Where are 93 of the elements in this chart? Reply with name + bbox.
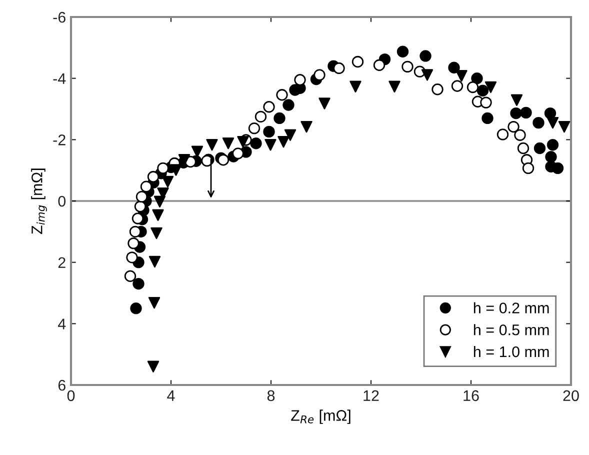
point [510,107,522,120]
point [126,252,138,264]
point [373,59,386,71]
point [206,139,218,151]
point [466,81,479,94]
point [147,170,160,183]
point [545,150,557,163]
point [217,154,230,166]
point [148,256,161,268]
point [274,112,286,124]
point [264,139,276,151]
legend-label: h = 0.2 mm [474,302,549,314]
point [124,270,136,282]
point [520,106,532,119]
x-tick-label: 16 [464,390,479,402]
point [352,56,364,68]
point [534,142,546,154]
point [254,110,267,123]
point [388,80,400,92]
point [333,62,345,74]
point [517,142,530,154]
point [132,212,144,224]
point [482,112,494,124]
point [510,94,523,106]
y-tick-label: 0 [58,196,66,207]
point [532,116,544,129]
point [522,162,534,174]
point [314,69,326,81]
point [147,360,160,372]
point [514,129,526,141]
point [552,162,564,174]
x-tick-label: 4 [167,390,175,401]
point [484,81,497,94]
y-tick-label: -6 [53,12,66,23]
y-tick-label: -2 [53,134,66,146]
x-axis-title: Z$_{Re}$ [mΩ] [291,410,350,424]
point [282,99,294,111]
point [480,96,492,108]
point [276,89,288,101]
point [546,139,559,151]
point [237,136,249,148]
point [263,101,275,113]
point [318,98,330,110]
y-tick-label: -4 [53,73,66,84]
point [150,227,162,240]
point [263,126,275,138]
point [508,120,520,133]
point [456,70,468,82]
point [154,196,166,208]
point [136,190,148,203]
point [396,46,409,58]
point [222,138,234,150]
point [421,69,434,81]
point [402,60,414,73]
point [448,62,460,74]
point [152,209,164,221]
point [496,128,509,140]
x-tick-label: 20 [563,390,579,402]
point [130,302,142,314]
point [558,120,570,133]
point [157,162,169,174]
point [191,146,204,158]
y-axis-title: Z$_{img}$ [mΩ] [31,168,47,234]
point [250,138,262,150]
x-tick-label: 8 [267,390,275,402]
point [148,296,160,309]
point [232,148,244,160]
legend-label: h = 0.5 mm [474,324,549,336]
point [546,116,559,129]
point [350,80,362,92]
point [128,237,140,250]
y-tick-label: 2 [58,257,66,268]
point [284,129,296,141]
point [476,84,489,96]
y-tick-label: 6 [58,380,66,391]
point [132,278,144,290]
y-tick-label: 4 [58,318,66,330]
point [129,226,142,238]
point [432,84,444,96]
point [420,50,432,62]
point [471,72,483,84]
point [300,120,312,133]
point [278,136,290,148]
x-tick-label: 12 [364,390,379,401]
point [134,200,146,212]
x-tick-label: 0 [67,390,75,402]
point [140,180,152,192]
point [170,164,182,176]
point [294,74,306,86]
legend-label: h = 1.0 mm [474,346,549,358]
point [248,122,260,134]
point [162,176,174,188]
point [451,80,464,92]
